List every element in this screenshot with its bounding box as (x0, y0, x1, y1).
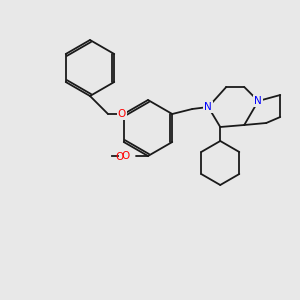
Text: N: N (204, 102, 212, 112)
Text: O: O (116, 152, 124, 161)
Text: O: O (122, 151, 130, 161)
Text: N: N (254, 96, 262, 106)
Text: O: O (118, 109, 126, 119)
